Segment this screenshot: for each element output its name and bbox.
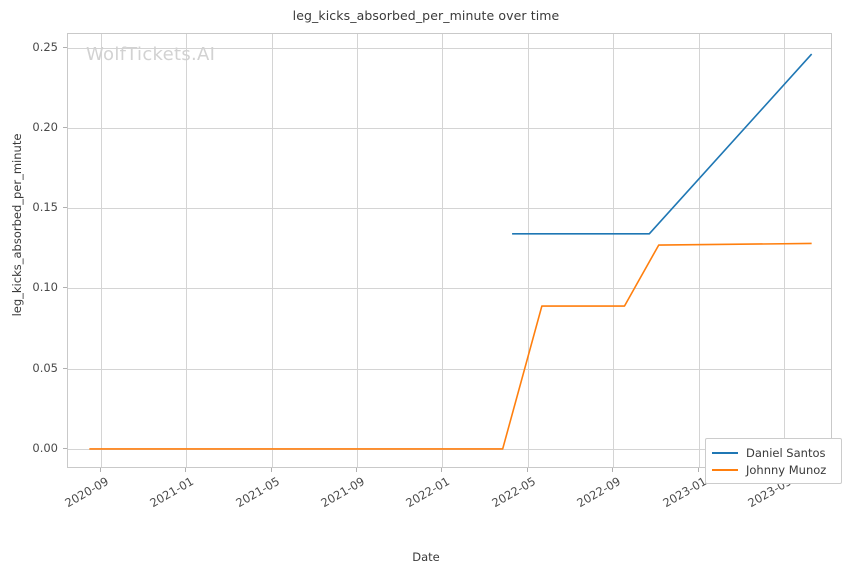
x-axis-tick-mark (99, 468, 101, 472)
x-axis-tick-mark (697, 468, 699, 472)
gridline-vertical (527, 34, 529, 467)
data-lines (89, 53, 813, 450)
x-axis-tick-mark (526, 468, 528, 472)
chart-title: leg_kicks_absorbed_per_minute over time (292, 8, 560, 23)
gridline-horizontal (68, 47, 831, 49)
gridline-vertical (357, 34, 359, 467)
y-axis-tick-label: 0.10 (32, 280, 58, 295)
gridline-vertical (100, 34, 102, 467)
x-axis-tick-label: 2021-09 (318, 474, 368, 511)
legend-color-swatch (712, 468, 738, 471)
gridline-horizontal (68, 288, 831, 290)
legend-label: Johnny Munoz (746, 462, 827, 477)
gridline-horizontal (68, 368, 831, 370)
gridline-vertical (698, 34, 700, 467)
x-axis-tick-mark (356, 468, 358, 472)
y-axis-tick-mark (63, 287, 67, 289)
y-axis-tick-label: 0.00 (32, 440, 58, 455)
y-axis-tick-label: 0.20 (32, 119, 58, 134)
x-axis-tick-label: 2021-01 (147, 474, 197, 511)
gridline-horizontal (68, 127, 831, 129)
chart-legend[interactable]: Daniel Santos Johnny Munoz (705, 438, 842, 484)
legend-item[interactable]: Johnny Munoz (712, 461, 835, 478)
gridline-vertical (186, 34, 188, 467)
x-axis-tick-mark (185, 468, 187, 472)
x-axis-tick-label: 2020-09 (62, 474, 111, 511)
x-axis-tick-label: 2022-09 (574, 474, 624, 511)
x-axis-tick-label: 2023-01 (659, 474, 709, 511)
x-axis-tick-label: 2022-05 (489, 474, 538, 511)
x-axis-label: Date (412, 550, 440, 564)
gridline-horizontal (68, 208, 831, 210)
y-axis-tick-mark (63, 447, 67, 449)
y-axis-tick-mark (63, 46, 67, 48)
gridline-vertical (613, 34, 615, 467)
y-axis-tick-mark (63, 126, 67, 128)
series-line (89, 242, 812, 450)
x-axis-tick-mark (612, 468, 614, 472)
x-axis-tick-label: 2021-05 (233, 474, 282, 511)
x-axis-tick-mark (270, 468, 272, 472)
watermark: WolfTickets.AI (86, 44, 216, 65)
plot-area: WolfTickets.AI (67, 33, 832, 468)
y-axis-tick-mark (63, 367, 67, 369)
series-line (512, 53, 813, 235)
x-axis-tick-mark (441, 468, 443, 472)
legend-label: Daniel Santos (746, 445, 826, 460)
gridline-vertical (442, 34, 444, 467)
gridline-vertical (271, 34, 273, 467)
y-axis-tick-label: 0.05 (32, 360, 58, 375)
gridline-vertical (783, 34, 785, 467)
legend-item[interactable]: Daniel Santos (712, 444, 835, 461)
y-axis-tick-label: 0.25 (32, 39, 58, 54)
y-axis-tick-mark (63, 207, 67, 209)
x-axis-tick-label: 2022-01 (403, 474, 453, 511)
y-axis-tick-label: 0.15 (32, 200, 58, 215)
legend-color-swatch (712, 451, 738, 454)
